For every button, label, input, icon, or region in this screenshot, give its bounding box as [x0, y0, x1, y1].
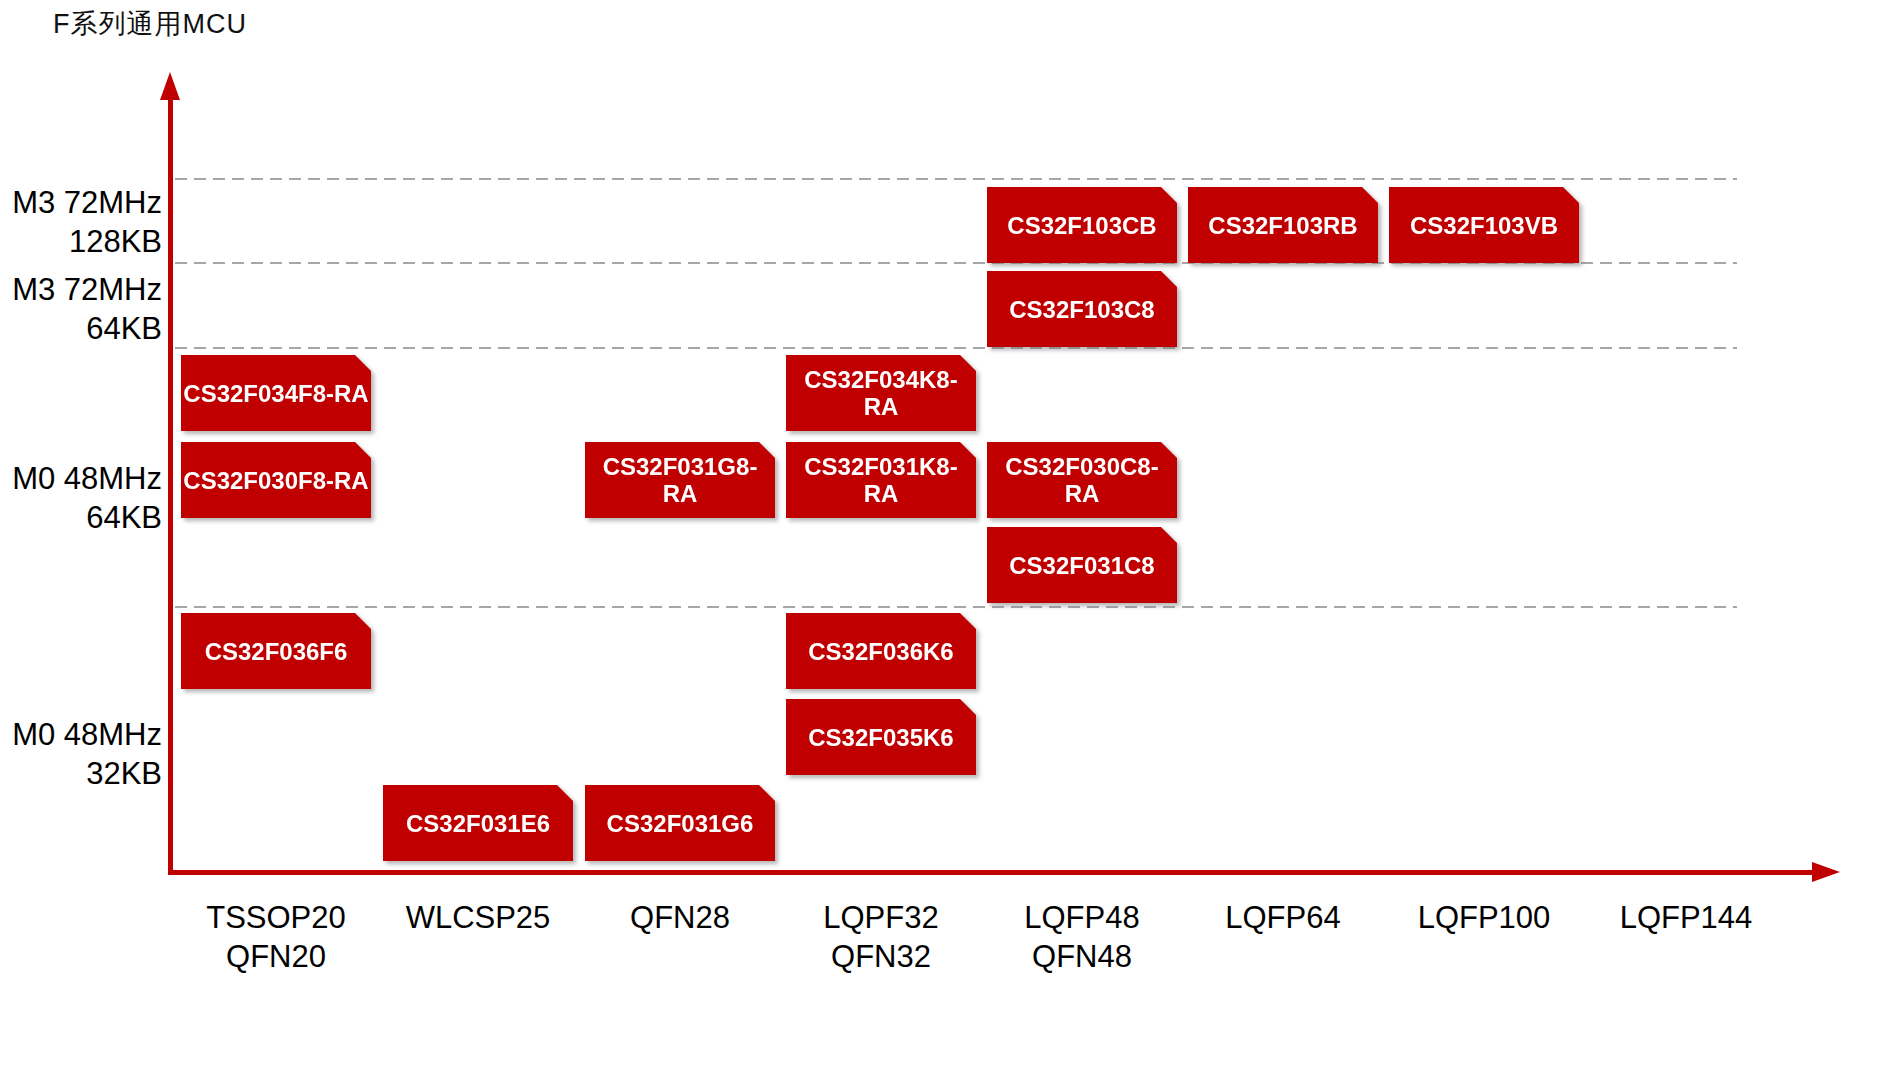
y-tier-label: M0 48MHz 64KB [0, 459, 162, 537]
x-axis-line [168, 870, 1820, 875]
chip-box: CS32F035K6 [786, 699, 976, 775]
x-package-label: TSSOP20 QFN20 [171, 898, 381, 976]
chip-box-label: CS32F035K6 [786, 699, 976, 775]
chip-box-label: CS32F031C8 [987, 527, 1177, 603]
tier-gridline [175, 178, 1737, 180]
chip-box: CS32F103RB [1188, 187, 1378, 263]
x-package-label: LQFP48 QFN48 [977, 898, 1187, 976]
chip-box: CS32F103C8 [987, 271, 1177, 347]
tier-gridline [175, 606, 1737, 608]
y-axis-arrow-icon [160, 72, 180, 100]
y-tier-label: M3 72MHz 128KB [0, 183, 162, 261]
chip-box-label: CS32F031K8- RA [786, 442, 976, 518]
y-axis-line [168, 96, 173, 875]
chip-box-label: CS32F103CB [987, 187, 1177, 263]
chip-box: CS32F031G6 [585, 785, 775, 861]
chip-box-label: CS32F034K8- RA [786, 355, 976, 431]
chip-box: CS32F031C8 [987, 527, 1177, 603]
x-package-label: WLCSP25 [373, 898, 583, 937]
chip-box: CS32F103VB [1389, 187, 1579, 263]
x-package-label: LQFP144 [1581, 898, 1791, 937]
chip-box: CS32F031K8- RA [786, 442, 976, 518]
chip-box-label: CS32F031G6 [585, 785, 775, 861]
chip-box: CS32F030F8-RA [181, 442, 371, 518]
chip-box: CS32F034K8- RA [786, 355, 976, 431]
chip-box: CS32F030C8- RA [987, 442, 1177, 518]
chip-box: CS32F031E6 [383, 785, 573, 861]
chip-box-label: CS32F103RB [1188, 187, 1378, 263]
y-tier-label: M0 48MHz 32KB [0, 715, 162, 793]
chip-box-label: CS32F103C8 [987, 271, 1177, 347]
chip-box-label: CS32F034F8-RA [181, 355, 371, 431]
chip-box: CS32F031G8- RA [585, 442, 775, 518]
chip-box-label: CS32F031G8- RA [585, 442, 775, 518]
chip-box-label: CS32F030C8- RA [987, 442, 1177, 518]
x-package-label: LQPF32 QFN32 [776, 898, 986, 976]
chip-box-label: CS32F036K6 [786, 613, 976, 689]
chip-box: CS32F036K6 [786, 613, 976, 689]
chip-box: CS32F036F6 [181, 613, 371, 689]
y-tier-label: M3 72MHz 64KB [0, 270, 162, 348]
x-package-label: LQFP100 [1379, 898, 1589, 937]
chip-box: CS32F034F8-RA [181, 355, 371, 431]
chip-box-label: CS32F031E6 [383, 785, 573, 861]
chip-box: CS32F103CB [987, 187, 1177, 263]
chart-canvas: F系列通用MCU M3 72MHz 128KB M3 72MHz 64KB M0 4… [0, 0, 1890, 1078]
chart-title: F系列通用MCU [53, 8, 247, 40]
chip-box-label: CS32F030F8-RA [181, 442, 371, 518]
x-package-label: LQFP64 [1178, 898, 1388, 937]
tier-gridline [175, 347, 1737, 349]
chip-box-label: CS32F036F6 [181, 613, 371, 689]
chip-box-label: CS32F103VB [1389, 187, 1579, 263]
x-axis-arrow-icon [1812, 862, 1840, 882]
x-package-label: QFN28 [575, 898, 785, 937]
